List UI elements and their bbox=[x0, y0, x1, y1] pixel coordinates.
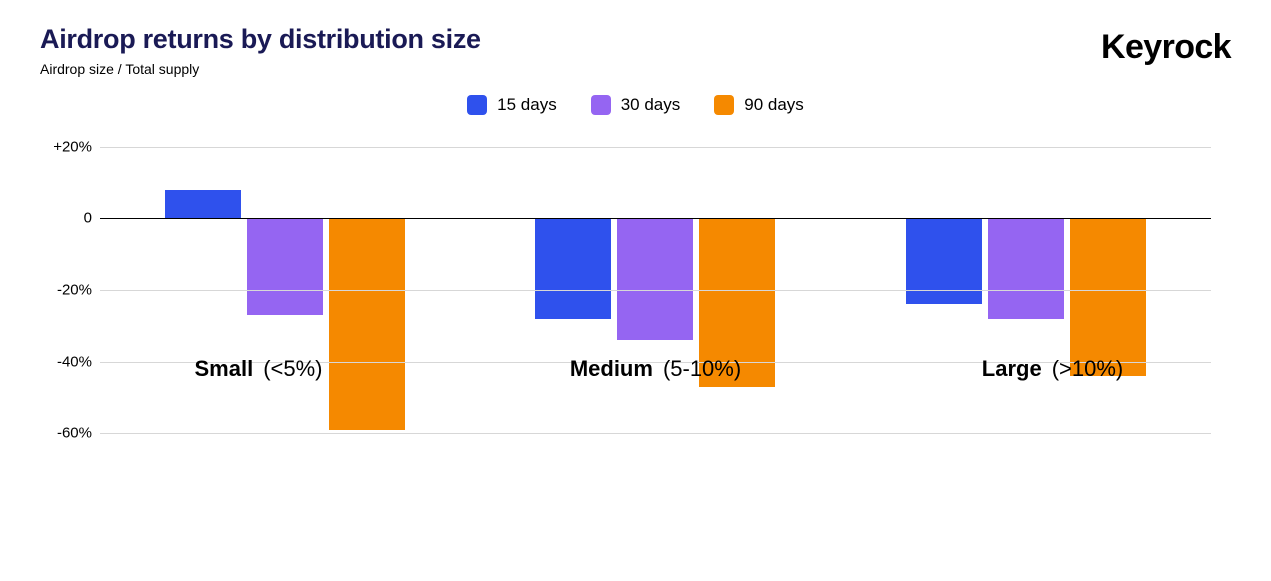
bar-slot bbox=[535, 129, 611, 469]
category-name: Large bbox=[982, 356, 1042, 381]
category-label: Medium (5-10%) bbox=[457, 356, 854, 382]
y-axis-label: 0 bbox=[42, 210, 92, 227]
bar-slot bbox=[1070, 129, 1146, 469]
bar-slot bbox=[247, 129, 323, 469]
y-axis-label: -60% bbox=[42, 425, 92, 442]
category-name: Small bbox=[195, 356, 254, 381]
category-range: (>10%) bbox=[1052, 356, 1124, 381]
bar-set bbox=[100, 129, 470, 469]
bar-group bbox=[841, 129, 1211, 469]
bar bbox=[329, 218, 405, 429]
bar-slot bbox=[329, 129, 405, 469]
legend-swatch bbox=[591, 95, 611, 115]
legend-label: 15 days bbox=[497, 95, 557, 115]
legend-item: 15 days bbox=[467, 95, 557, 115]
bar-slot bbox=[699, 129, 775, 469]
grid-line bbox=[100, 218, 1211, 219]
bar bbox=[165, 190, 241, 219]
bar bbox=[906, 218, 982, 304]
legend-swatch bbox=[714, 95, 734, 115]
bar-slot bbox=[906, 129, 982, 469]
bar bbox=[247, 218, 323, 315]
header: Airdrop returns by distribution size Air… bbox=[40, 24, 1231, 77]
page-root: Airdrop returns by distribution size Air… bbox=[0, 0, 1271, 581]
bar-set bbox=[470, 129, 840, 469]
bar-groups bbox=[100, 129, 1211, 469]
legend-item: 90 days bbox=[714, 95, 804, 115]
grid-line bbox=[100, 433, 1211, 434]
bar-set bbox=[841, 129, 1211, 469]
bar-slot bbox=[988, 129, 1064, 469]
title-block: Airdrop returns by distribution size Air… bbox=[40, 24, 481, 77]
chart-subtitle: Airdrop size / Total supply bbox=[40, 61, 481, 77]
category-label: Large (>10%) bbox=[854, 356, 1251, 382]
y-axis-label: +20% bbox=[42, 138, 92, 155]
chart-title: Airdrop returns by distribution size bbox=[40, 24, 481, 55]
brand-logo: Keyrock bbox=[1101, 28, 1231, 67]
category-labels: Small (<5%) Medium (5-10%) Large (>10%) bbox=[60, 356, 1251, 382]
bar bbox=[617, 218, 693, 340]
bar bbox=[988, 218, 1064, 318]
plot-area: +20%0-20%-40%-60% bbox=[100, 129, 1211, 469]
legend-label: 30 days bbox=[621, 95, 681, 115]
legend-label: 90 days bbox=[744, 95, 804, 115]
category-range: (<5%) bbox=[263, 356, 322, 381]
grid-line bbox=[100, 147, 1211, 148]
bar bbox=[1070, 218, 1146, 375]
y-axis-label: -20% bbox=[42, 282, 92, 299]
category-range: (5-10%) bbox=[663, 356, 741, 381]
bar-group bbox=[100, 129, 470, 469]
category-label: Small (<5%) bbox=[60, 356, 457, 382]
category-name: Medium bbox=[570, 356, 653, 381]
bar-slot bbox=[617, 129, 693, 469]
grid-line bbox=[100, 290, 1211, 291]
chart-area: +20%0-20%-40%-60% bbox=[40, 129, 1231, 469]
legend-swatch bbox=[467, 95, 487, 115]
legend-item: 30 days bbox=[591, 95, 681, 115]
bar-group bbox=[470, 129, 840, 469]
legend: 15 days 30 days 90 days bbox=[40, 95, 1231, 115]
bar bbox=[535, 218, 611, 318]
bar-slot bbox=[165, 129, 241, 469]
